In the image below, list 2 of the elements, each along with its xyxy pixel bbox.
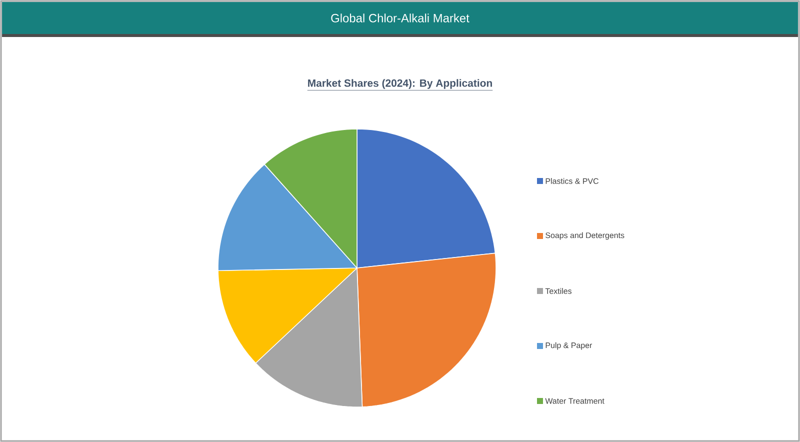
chart-title: Global Chlor-Alkali Market [331,14,470,22]
chart-subtitle: Market Shares (2024): By Application [308,79,492,89]
